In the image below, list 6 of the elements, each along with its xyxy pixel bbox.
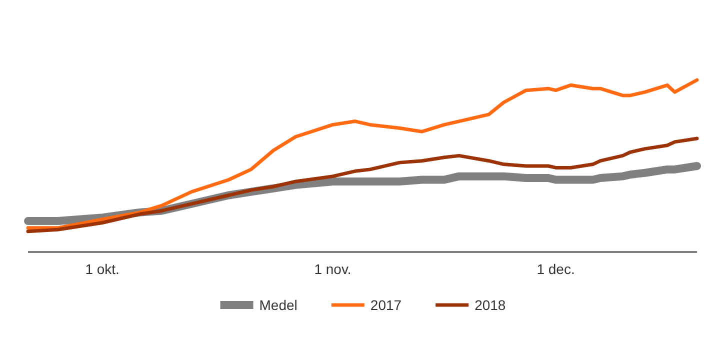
x-tick-label: 1 okt. [85,260,120,277]
legend-label: Medel [259,297,298,313]
legend-label: 2018 [474,297,506,313]
x-tick-label: 1 dec. [536,260,575,277]
legend-label: 2017 [370,297,402,313]
x-tick-label: 1 nov. [314,260,352,277]
